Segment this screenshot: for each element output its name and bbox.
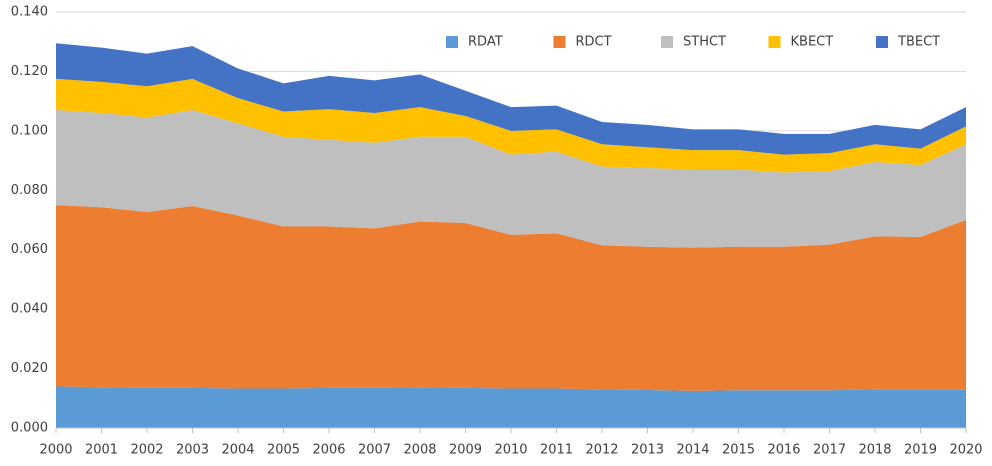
x-tick-label: 2018 bbox=[858, 443, 891, 458]
legend-swatch bbox=[876, 36, 888, 48]
y-tick-label: 0.140 bbox=[11, 5, 48, 20]
area bbox=[56, 43, 966, 155]
legend-label: KBECT bbox=[791, 35, 834, 50]
x-tick-label: 2014 bbox=[676, 443, 709, 458]
x-tick-label: 2006 bbox=[312, 443, 345, 458]
legend-swatch bbox=[446, 36, 458, 48]
x-tick-label: 2008 bbox=[403, 443, 436, 458]
area bbox=[56, 110, 966, 248]
x-tick-label: 2011 bbox=[540, 443, 573, 458]
legend-swatch bbox=[553, 36, 566, 48]
legend-label: TBECT bbox=[897, 35, 940, 50]
legend-swatch bbox=[661, 36, 673, 48]
x-tick-label: 2017 bbox=[813, 443, 846, 458]
y-tick-label: 0.040 bbox=[11, 302, 48, 317]
x-tick-label: 2013 bbox=[631, 443, 664, 458]
legend-label: STHCT bbox=[683, 35, 726, 50]
y-tick-label: 0.120 bbox=[11, 64, 48, 79]
x-tick-label: 2003 bbox=[176, 443, 209, 458]
x-tick-label: 2002 bbox=[130, 443, 163, 458]
x-tick-label: 2016 bbox=[767, 443, 800, 458]
x-tick-label: 2020 bbox=[949, 443, 982, 458]
y-tick-label: 0.080 bbox=[11, 183, 48, 198]
x-tick-label: 2004 bbox=[221, 443, 254, 458]
x-tick-label: 2001 bbox=[85, 443, 118, 458]
x-tick-label: 2007 bbox=[358, 443, 391, 458]
x-tick-label: 2012 bbox=[585, 443, 618, 458]
y-tick-label: 0.000 bbox=[11, 421, 48, 436]
legend-label: RDCT bbox=[576, 35, 612, 50]
area bbox=[56, 386, 966, 428]
x-tick-label: 2005 bbox=[267, 443, 300, 458]
x-tick-label: 2010 bbox=[494, 443, 527, 458]
x-tick-label: 2019 bbox=[904, 443, 937, 458]
legend-label: RDAT bbox=[468, 35, 503, 50]
x-tick-label: 2000 bbox=[39, 443, 72, 458]
area bbox=[56, 78, 966, 173]
x-tick-label: 2009 bbox=[449, 443, 482, 458]
y-tick-label: 0.060 bbox=[11, 242, 48, 257]
legend-swatch bbox=[768, 36, 781, 48]
y-tick-label: 0.020 bbox=[11, 361, 48, 376]
x-tick-label: 2015 bbox=[722, 443, 755, 458]
y-tick-label: 0.100 bbox=[11, 123, 48, 138]
area bbox=[56, 205, 966, 391]
